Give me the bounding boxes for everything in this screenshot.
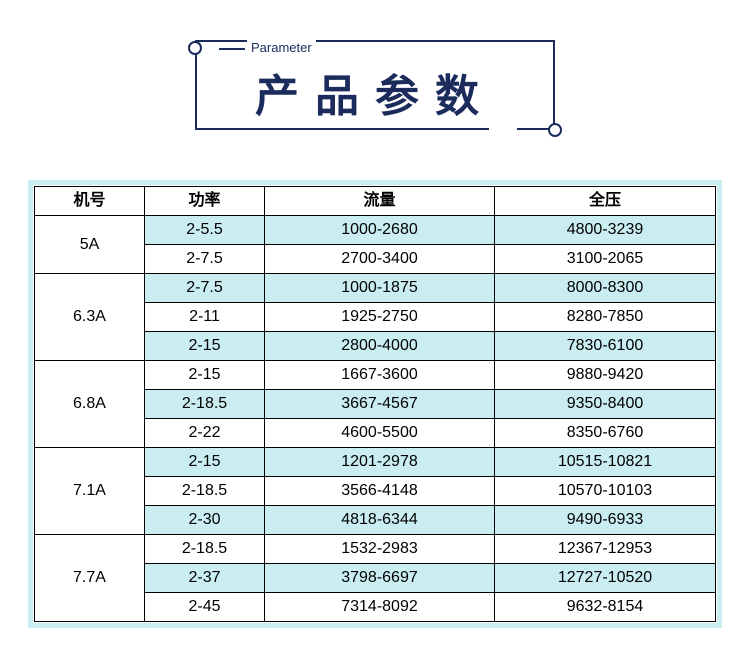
subtitle: Parameter (247, 40, 316, 55)
cell-power: 2-15 (145, 332, 265, 361)
cell-power: 2-7.5 (145, 245, 265, 274)
cell-power: 2-45 (145, 593, 265, 622)
cell-power: 2-5.5 (145, 216, 265, 245)
title-border: Parameter 产品参数 (195, 40, 555, 130)
col-header-model: 机号 (35, 187, 145, 216)
cell-flow: 4818-6344 (265, 506, 495, 535)
cell-press: 8000-8300 (495, 274, 716, 303)
table-row: 6.8A2-151667-36009880-9420 (35, 361, 716, 390)
cell-flow: 1532-2983 (265, 535, 495, 564)
subtitle-line (219, 48, 245, 50)
cell-flow: 3798-6697 (265, 564, 495, 593)
cell-press: 12367-12953 (495, 535, 716, 564)
cell-power: 2-15 (145, 448, 265, 477)
cell-model: 6.8A (35, 361, 145, 448)
cell-flow: 3667-4567 (265, 390, 495, 419)
cell-press: 9350-8400 (495, 390, 716, 419)
cell-flow: 2700-3400 (265, 245, 495, 274)
cell-flow: 3566-4148 (265, 477, 495, 506)
cell-press: 8280-7850 (495, 303, 716, 332)
parameter-table-wrap: 机号 功率 流量 全压 5A2-5.51000-26804800-32392-7… (28, 180, 722, 628)
cell-flow: 1000-2680 (265, 216, 495, 245)
cell-power: 2-7.5 (145, 274, 265, 303)
table-row: 7.7A2-18.51532-298312367-12953 (35, 535, 716, 564)
cell-model: 6.3A (35, 274, 145, 361)
table-body: 5A2-5.51000-26804800-32392-7.52700-34003… (35, 216, 716, 622)
cell-press: 12727-10520 (495, 564, 716, 593)
page-title: 产品参数 (197, 60, 553, 124)
cell-flow: 1925-2750 (265, 303, 495, 332)
cell-flow: 1201-2978 (265, 448, 495, 477)
cell-power: 2-30 (145, 506, 265, 535)
cell-power: 2-15 (145, 361, 265, 390)
cell-press: 7830-6100 (495, 332, 716, 361)
cell-power: 2-37 (145, 564, 265, 593)
cell-model: 7.7A (35, 535, 145, 622)
col-header-press: 全压 (495, 187, 716, 216)
table-row: 6.3A2-7.51000-18758000-8300 (35, 274, 716, 303)
col-header-power: 功率 (145, 187, 265, 216)
cell-power: 2-18.5 (145, 535, 265, 564)
table-row: 5A2-5.51000-26804800-3239 (35, 216, 716, 245)
cell-model: 7.1A (35, 448, 145, 535)
col-header-flow: 流量 (265, 187, 495, 216)
cell-press: 3100-2065 (495, 245, 716, 274)
cell-flow: 2800-4000 (265, 332, 495, 361)
cell-model: 5A (35, 216, 145, 274)
cell-flow: 1000-1875 (265, 274, 495, 303)
corner-gap-br (489, 125, 517, 131)
cell-power: 2-22 (145, 419, 265, 448)
cell-power: 2-11 (145, 303, 265, 332)
table-header-row: 机号 功率 流量 全压 (35, 187, 716, 216)
cell-press: 10570-10103 (495, 477, 716, 506)
cell-flow: 7314-8092 (265, 593, 495, 622)
corner-circle-tl (188, 41, 202, 55)
cell-press: 9490-6933 (495, 506, 716, 535)
parameter-table: 机号 功率 流量 全压 5A2-5.51000-26804800-32392-7… (34, 186, 716, 622)
table-row: 7.1A2-151201-297810515-10821 (35, 448, 716, 477)
title-block: Parameter 产品参数 (175, 30, 575, 140)
cell-flow: 1667-3600 (265, 361, 495, 390)
cell-press: 8350-6760 (495, 419, 716, 448)
cell-press: 4800-3239 (495, 216, 716, 245)
cell-power: 2-18.5 (145, 477, 265, 506)
cell-power: 2-18.5 (145, 390, 265, 419)
cell-press: 10515-10821 (495, 448, 716, 477)
cell-press: 9880-9420 (495, 361, 716, 390)
corner-circle-br (548, 123, 562, 137)
cell-press: 9632-8154 (495, 593, 716, 622)
cell-flow: 4600-5500 (265, 419, 495, 448)
